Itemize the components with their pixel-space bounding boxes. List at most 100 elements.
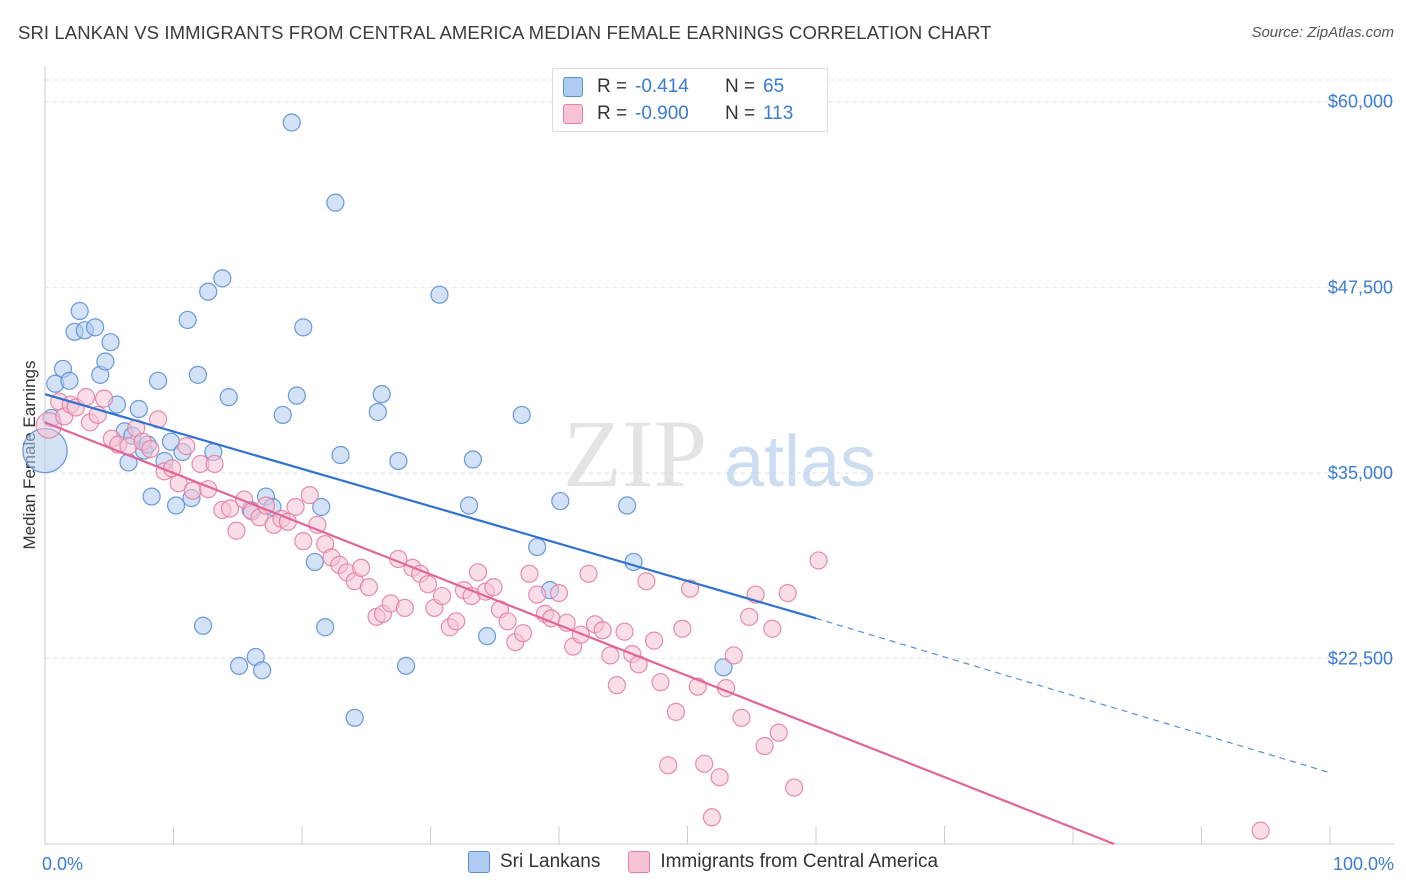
- r-value: -0.900: [635, 103, 689, 124]
- y-tick-label: $60,000: [1328, 92, 1393, 112]
- central-america-point: [177, 437, 196, 456]
- sri-lankan-point: [86, 318, 105, 337]
- r-value: -0.414: [635, 76, 689, 97]
- central-america-point: [183, 481, 202, 500]
- sri-lankan-point: [372, 385, 391, 404]
- central-america-point: [418, 575, 438, 594]
- sri-lankan-point: [368, 402, 387, 422]
- central-america-point: [740, 607, 759, 626]
- central-america-point: [549, 583, 569, 603]
- central-america-point: [395, 598, 414, 618]
- central-america-point: [769, 723, 788, 742]
- central-america-point: [352, 558, 371, 577]
- sri-lankan-point: [551, 491, 570, 511]
- stats-legend: R = -0.414 N = 65 R = -0.900 N = 113: [552, 68, 828, 132]
- sri-lankan-trend-line: [44, 393, 817, 620]
- sri-lankan-point: [213, 269, 232, 288]
- central-america-point: [695, 754, 714, 773]
- central-america-point: [528, 585, 547, 604]
- sri-lankan-point: [70, 301, 89, 321]
- central-america-point: [35, 411, 63, 439]
- source-label: Source: ZipAtlas.com: [1251, 24, 1394, 41]
- central-america-point: [785, 778, 804, 797]
- tick-labels: $60,000 $47,500 $35,000 $22,500 0.0% 100.0%: [42, 92, 1394, 874]
- sri-lankans-swatch: [467, 851, 490, 873]
- legend-item-sri-lankans[interactable]: Sri Lankans: [467, 851, 601, 873]
- sri-lankan-point: [316, 618, 335, 637]
- sri-lankan-point: [148, 371, 168, 390]
- central-america-point: [579, 564, 598, 583]
- n-value: 65: [763, 76, 785, 97]
- r-label: R =: [597, 76, 628, 97]
- sri-lankan-point: [101, 333, 120, 352]
- central-america-point: [659, 756, 678, 775]
- central-america-point: [95, 389, 114, 408]
- central-america-point: [227, 521, 246, 540]
- central-america-point: [593, 621, 612, 640]
- central-america-point: [702, 808, 722, 827]
- central-america-point: [680, 579, 700, 598]
- n-value: 113: [763, 103, 794, 124]
- chart-title: SRI LANKAN VS IMMIGRANTS FROM CENTRAL AM…: [18, 22, 992, 43]
- sri-lankan-point: [282, 113, 301, 132]
- legend-label: Sri Lankans: [499, 851, 601, 872]
- central-america-point: [447, 612, 466, 631]
- central-america-point: [755, 736, 774, 756]
- sri-lankan-point: [253, 661, 272, 680]
- sri-lankan-point: [273, 405, 292, 425]
- central-america-point: [300, 486, 319, 505]
- central-america-swatch: [628, 851, 651, 873]
- sri-lankan-point: [618, 496, 637, 515]
- sri-lankan-point: [528, 537, 547, 557]
- sri-lankan-point: [331, 445, 350, 465]
- stats-row-central-america: R = -0.900 N = 113: [563, 102, 793, 126]
- sri-lankan-point: [178, 310, 197, 330]
- central-america-point: [205, 454, 224, 474]
- central-america-point: [513, 624, 533, 643]
- central-america-point: [809, 551, 828, 570]
- central-america-trend-line: [44, 421, 1115, 846]
- central-america-point: [1251, 821, 1270, 840]
- central-america-point: [77, 388, 96, 407]
- stats-row-sri-lankans: R = -0.414 N = 65: [563, 75, 784, 99]
- legend-label: Immigrants from Central America: [660, 851, 939, 872]
- central-america-point: [763, 619, 782, 638]
- x-tick-label: 0.0%: [42, 854, 83, 874]
- central-america-point: [724, 646, 743, 665]
- x-tick-label: 100.0%: [1333, 854, 1394, 874]
- sri-lankan-point: [714, 658, 733, 677]
- sri-lankan-point: [396, 656, 416, 675]
- y-tick-label: $35,000: [1328, 463, 1393, 483]
- n-label: N =: [725, 76, 756, 97]
- y-tick-label: $47,500: [1328, 277, 1393, 297]
- sri-lankan-point: [512, 405, 531, 425]
- sri-lankan-point: [199, 282, 218, 301]
- watermark-atlas: atlas: [724, 422, 876, 502]
- central-america-point: [732, 708, 751, 727]
- sri-lankan-point: [166, 496, 186, 515]
- central-america-point: [520, 564, 539, 583]
- central-america-point: [359, 578, 378, 597]
- sri-lankan-point: [129, 399, 148, 419]
- central-america-point: [778, 583, 797, 603]
- central-america-point: [637, 572, 656, 591]
- central-america-point: [468, 563, 488, 582]
- legend-item-central-america[interactable]: Immigrants from Central America: [628, 851, 938, 873]
- watermark-zip: ZIP: [563, 400, 707, 507]
- central-america-point: [484, 578, 503, 597]
- axes: [44, 66, 1394, 845]
- central-america-point: [644, 631, 664, 650]
- sri-lankan-point: [345, 708, 364, 727]
- sri-lankan-point: [326, 193, 345, 212]
- central-america-point: [673, 619, 692, 638]
- sri-lankan-point: [477, 627, 497, 646]
- central-america-point: [294, 532, 313, 551]
- sri-lankan-point: [294, 318, 313, 337]
- sri-lankan-point: [193, 616, 213, 635]
- central-america-point: [286, 497, 305, 517]
- central-america-point: [220, 499, 240, 518]
- sri-lankan-point: [188, 365, 208, 384]
- central-america-point: [710, 768, 729, 787]
- sri-lankan-point: [463, 450, 483, 469]
